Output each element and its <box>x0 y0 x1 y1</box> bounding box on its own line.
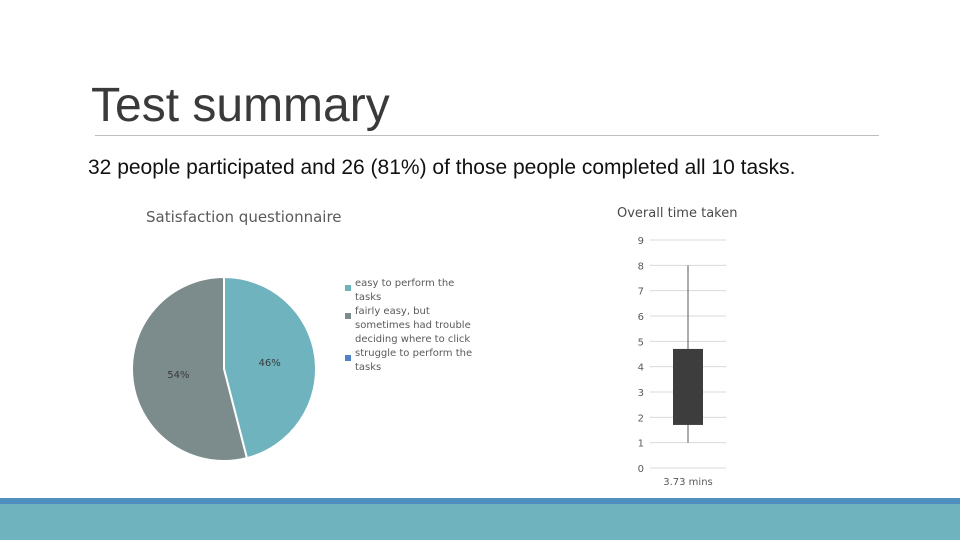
pie-chart-title: Satisfaction questionnaire <box>146 208 342 226</box>
box-chart-title: Overall time taken <box>617 206 738 221</box>
y-tick-label: 4 <box>638 363 644 374</box>
legend-swatch <box>345 313 351 319</box>
pie-slice <box>223 275 317 460</box>
slide-title: Test summary <box>91 79 390 132</box>
y-tick-label: 9 <box>638 236 644 247</box>
y-tick-label: 3 <box>638 388 644 399</box>
legend-label: struggle to perform the tasks <box>355 348 473 373</box>
legend-swatch <box>345 355 351 361</box>
legend-item: struggle to perform the tasks <box>345 347 480 375</box>
footer-accent-line <box>0 498 960 504</box>
y-tick-label: 2 <box>638 413 644 424</box>
legend-item: fairly easy, but sometimes had trouble d… <box>345 305 480 347</box>
y-tick-label: 0 <box>638 464 644 475</box>
pie-data-label: 54% <box>167 370 189 381</box>
pie-slice <box>131 275 249 462</box>
pie-legend: easy to perform the tasks fairly easy, bu… <box>345 277 480 375</box>
legend-item: easy to perform the tasks <box>345 277 480 305</box>
box-body <box>673 348 703 425</box>
y-tick-label: 1 <box>638 439 644 450</box>
legend-label: fairly easy, but sometimes had trouble d… <box>355 306 471 345</box>
time-box-plot: 0 1 2 3 4 5 6 7 8 9 3.73 mins <box>638 236 726 488</box>
y-tick-label: 7 <box>638 287 644 298</box>
legend-swatch <box>345 285 351 291</box>
pie-data-label: 46% <box>259 358 281 369</box>
y-tick-label: 5 <box>638 337 644 348</box>
title-divider <box>95 135 879 136</box>
footer-band <box>0 504 960 540</box>
summary-text: 32 people participated and 26 (81%) of t… <box>88 156 796 179</box>
y-tick-label: 8 <box>638 261 644 272</box>
x-category-label: 3.73 mins <box>663 477 713 488</box>
satisfaction-pie-chart: 46% 54% <box>131 275 317 462</box>
legend-label: easy to perform the tasks <box>355 278 455 303</box>
y-tick-label: 6 <box>638 312 644 323</box>
